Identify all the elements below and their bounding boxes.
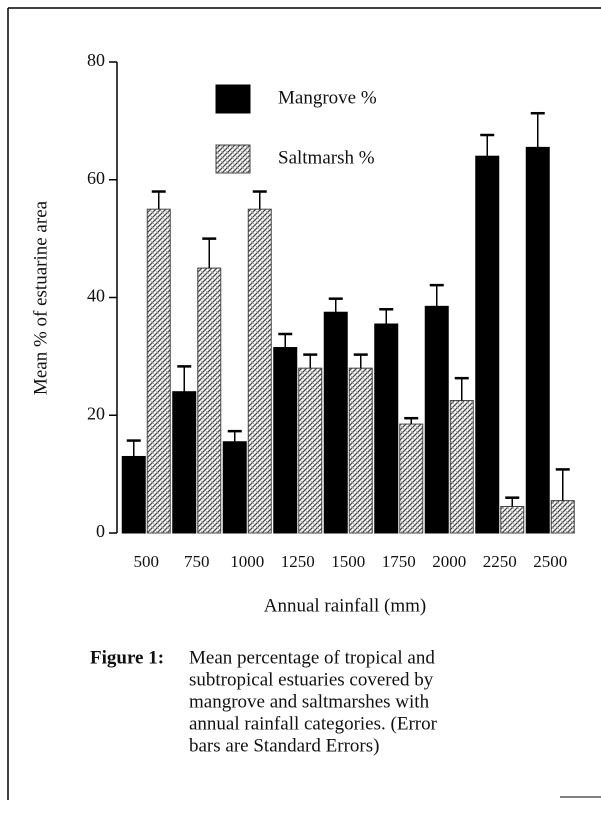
x-tick-label: 750 (184, 552, 210, 571)
y-tick-label: 40 (87, 286, 105, 306)
caption-line: bars are Standard Errors) (189, 735, 379, 756)
caption-line: Mean percentage of tropical and (189, 647, 435, 668)
x-tick-label: 1750 (382, 552, 416, 571)
bar (121, 455, 146, 534)
bar (475, 155, 500, 534)
y-tick-label: 0 (96, 521, 105, 541)
x-tick-label: 2500 (533, 552, 567, 571)
x-tick-label: 2250 (483, 552, 517, 571)
caption-line: mangrove and saltmarshes with (189, 691, 430, 712)
legend-label: Saltmarsh % (278, 147, 375, 168)
bar (323, 311, 348, 534)
bar (348, 367, 373, 534)
bar (273, 347, 298, 534)
x-tick-label: 1250 (281, 552, 315, 571)
bar (146, 208, 171, 534)
bar (424, 305, 449, 534)
y-axis-label: Mean % of estuarine area (30, 200, 51, 395)
caption-line: subtropical estuaries covered by (189, 669, 434, 690)
x-tick-label: 1000 (230, 552, 264, 571)
bar (399, 423, 424, 534)
bar (550, 500, 575, 534)
bar (222, 441, 247, 534)
legend-label: Mangrove % (278, 87, 377, 108)
bar (500, 506, 525, 534)
bar (374, 323, 399, 534)
y-tick-label: 60 (87, 168, 105, 188)
bar (525, 146, 550, 534)
bar (449, 400, 474, 534)
bar (197, 267, 222, 534)
x-tick-label: 2000 (432, 552, 466, 571)
bar (298, 367, 323, 534)
legend-swatch (215, 84, 251, 114)
x-tick-label: 500 (134, 552, 160, 571)
caption-line: annual rainfall categories. (Error (189, 713, 438, 734)
y-tick-label: 20 (87, 403, 105, 423)
bar (172, 391, 197, 534)
x-tick-label: 1500 (331, 552, 365, 571)
caption-label: Figure 1: (90, 647, 164, 668)
y-tick-label: 80 (87, 50, 105, 70)
legend-swatch (215, 144, 251, 174)
x-axis-label: Annual rainfall (mm) (264, 595, 427, 616)
bar (247, 208, 272, 534)
